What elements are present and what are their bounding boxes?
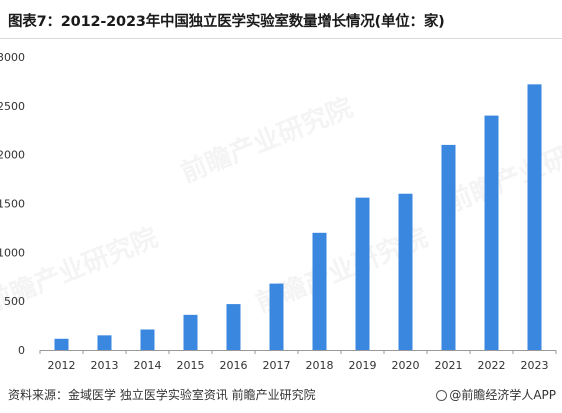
y-tick-label: 3000 xyxy=(0,51,25,64)
title-divider xyxy=(0,38,562,39)
y-tick-label: 1000 xyxy=(0,246,25,259)
bar-2021 xyxy=(441,144,456,350)
y-axis: 0 500 1000 1500 2000 2500 3000 xyxy=(0,51,25,357)
bar-2015 xyxy=(183,314,198,350)
x-tick-label: 2019 xyxy=(349,359,377,372)
y-tick-label: 500 xyxy=(4,295,25,308)
y-tick-label: 1500 xyxy=(0,198,25,211)
x-tick-label: 2022 xyxy=(478,359,506,372)
x-tick-label: 2018 xyxy=(306,359,334,372)
publisher: @前瞻经济学人APP xyxy=(436,386,556,403)
y-tick-label: 0 xyxy=(18,344,25,357)
publisher-logo-icon xyxy=(436,390,448,401)
bar-2018 xyxy=(312,232,327,350)
x-tick-label: 2021 xyxy=(435,359,463,372)
publisher-label: @前瞻经济学人APP xyxy=(449,388,556,402)
x-tick-label: 2015 xyxy=(177,359,205,372)
y-tick-label: 2500 xyxy=(0,100,25,113)
bar-2017 xyxy=(269,283,284,350)
x-tick-label: 2013 xyxy=(91,359,119,372)
x-tick-label: 2012 xyxy=(48,359,76,372)
bar-2023 xyxy=(527,84,542,350)
bar-2012 xyxy=(54,338,69,350)
x-tick-label: 2016 xyxy=(220,359,248,372)
bar-2014 xyxy=(140,329,155,350)
x-tick-label: 2023 xyxy=(521,359,549,372)
x-tick-label: 2020 xyxy=(392,359,420,372)
bar-2022 xyxy=(484,115,499,350)
bars xyxy=(54,84,542,350)
source-note: 资料来源：金域医学 独立医学实验室资讯 前瞻产业研究院 xyxy=(8,388,316,402)
x-axis: 2012 2013 2014 2015 2016 2017 2018 2019 2020 2021… xyxy=(39,350,557,372)
bar-2019 xyxy=(355,197,370,350)
x-tick-label: 2014 xyxy=(134,359,162,372)
y-tick-label: 2000 xyxy=(0,149,25,162)
bar-2016 xyxy=(226,304,241,350)
chart-title: 图表7：2012-2023年中国独立医学实验室数量增长情况(单位：家) xyxy=(8,14,445,30)
x-tick-label: 2017 xyxy=(263,359,291,372)
bar-2013 xyxy=(97,335,112,350)
bar-2020 xyxy=(398,193,413,350)
